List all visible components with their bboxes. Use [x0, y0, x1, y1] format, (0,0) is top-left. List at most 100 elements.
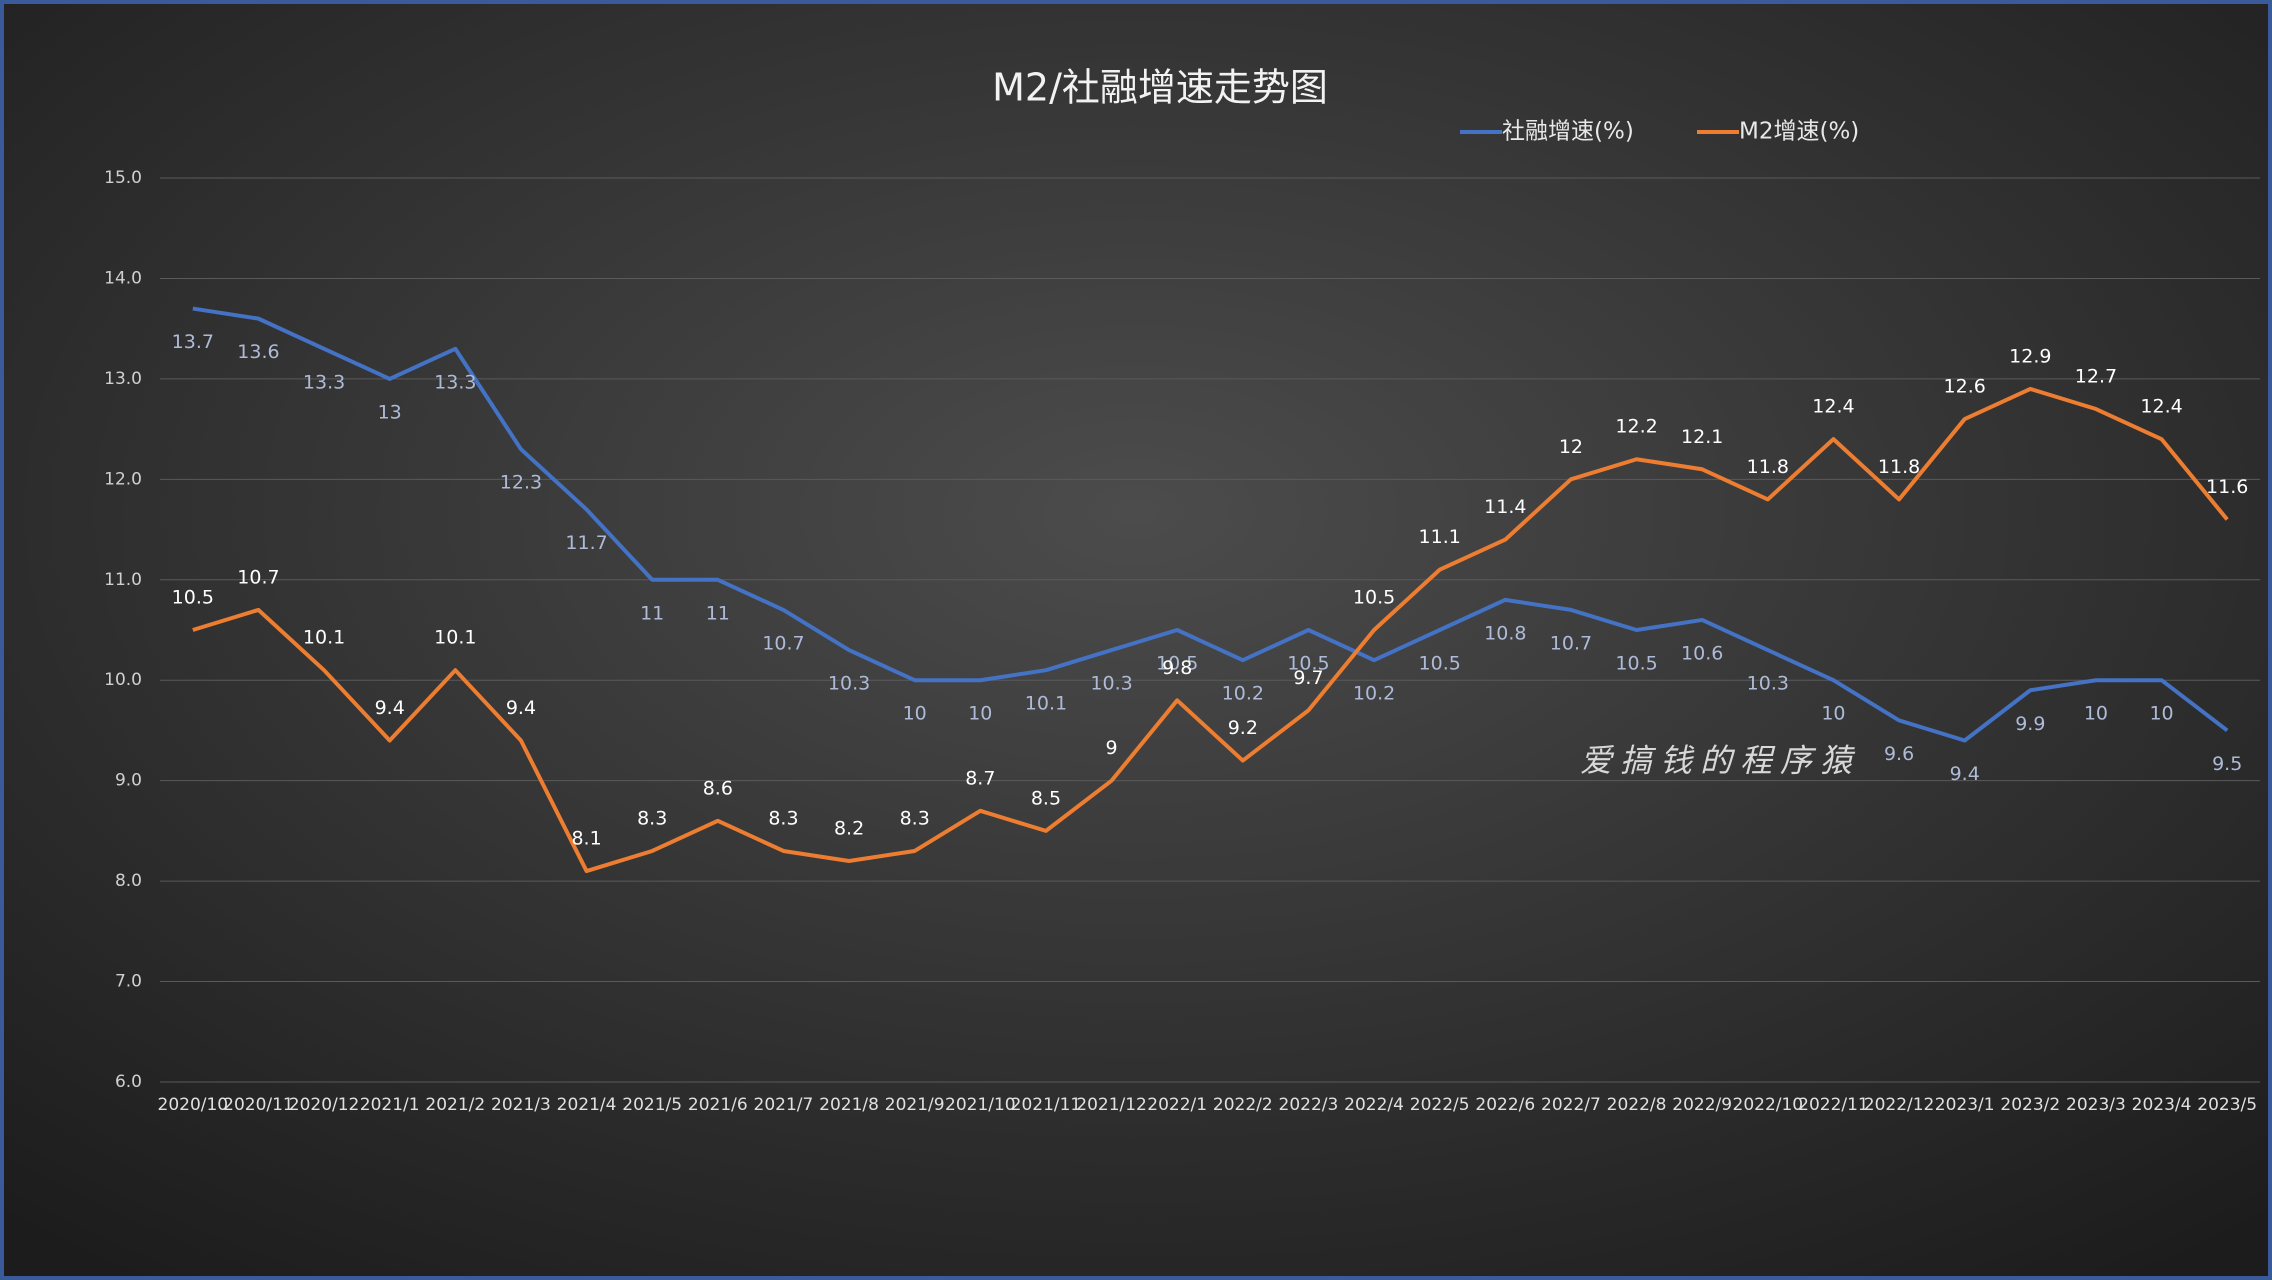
- data-label: 10.3: [1090, 673, 1132, 695]
- data-label: 13.3: [434, 371, 476, 393]
- y-tick-label: 10.0: [104, 670, 142, 690]
- data-label: 12.9: [2009, 345, 2051, 367]
- data-label: 10.5: [1287, 653, 1329, 675]
- x-tick-label: 2021/2: [425, 1095, 485, 1115]
- data-label: 11.4: [1484, 496, 1526, 518]
- data-label: 10.1: [303, 627, 345, 649]
- x-tick-label: 2020/10: [158, 1095, 229, 1115]
- x-tick-label: 2022/4: [1344, 1095, 1404, 1115]
- data-label: 10.8: [1484, 622, 1526, 644]
- data-label: 11: [706, 602, 730, 624]
- y-tick-label: 9.0: [115, 771, 142, 791]
- data-label: 8.5: [1031, 787, 1061, 809]
- data-label: 9.6: [1884, 743, 1914, 765]
- x-tick-label: 2021/7: [754, 1095, 814, 1115]
- data-label: 10: [2149, 703, 2173, 725]
- x-tick-label: 2023/3: [2066, 1095, 2126, 1115]
- x-tick-label: 2021/11: [1011, 1095, 1082, 1115]
- data-label: 12.7: [2075, 366, 2117, 388]
- data-label: 9: [1106, 737, 1118, 759]
- y-tick-label: 6.0: [115, 1072, 142, 1092]
- chart-title: M2/社融增速走势图: [992, 66, 1328, 110]
- data-label: 8.1: [571, 828, 601, 850]
- x-tick-label: 2021/5: [622, 1095, 682, 1115]
- x-tick-label: 2021/4: [557, 1095, 617, 1115]
- data-label: 8.3: [637, 807, 667, 829]
- watermark: 爱搞钱的程序猿: [1580, 742, 1860, 780]
- data-label: 10.2: [1222, 683, 1264, 705]
- data-label: 10.3: [828, 673, 870, 695]
- data-label: 12.4: [1812, 396, 1854, 418]
- x-tick-label: 2023/2: [2000, 1095, 2060, 1115]
- x-tick-label: 2022/12: [1864, 1095, 1935, 1115]
- data-label: 9.7: [1293, 667, 1323, 689]
- data-label: 13: [378, 401, 402, 423]
- x-tick-label: 2021/12: [1076, 1095, 1147, 1115]
- data-label: 10: [968, 703, 992, 725]
- x-tick-label: 2022/6: [1475, 1095, 1535, 1115]
- data-label: 10.5: [1156, 653, 1198, 675]
- data-label: 9.4: [375, 697, 405, 719]
- data-label: 12.2: [1615, 416, 1657, 438]
- data-label: 9.4: [1950, 763, 1980, 785]
- data-label: 13.3: [303, 371, 345, 393]
- data-label: 11.6: [2206, 476, 2248, 498]
- data-label: 11.1: [1419, 526, 1461, 548]
- legend-label: M2增速(%): [1739, 119, 1859, 145]
- data-label: 10.7: [762, 632, 804, 654]
- x-tick-label: 2020/12: [289, 1095, 360, 1115]
- series-line: [192, 306, 2229, 743]
- x-tick-label: 2022/9: [1672, 1095, 1732, 1115]
- data-label: 10.6: [1681, 642, 1723, 664]
- x-tick-label: 2022/5: [1410, 1095, 1470, 1115]
- data-label: 12.3: [500, 472, 542, 494]
- x-tick-label: 2021/8: [819, 1095, 879, 1115]
- x-tick-label: 2022/3: [1279, 1095, 1339, 1115]
- data-label: 9.2: [1228, 717, 1258, 739]
- data-label: 10.1: [1025, 693, 1067, 715]
- data-label: 10.5: [1419, 653, 1461, 675]
- x-tick-label: 2021/1: [360, 1095, 420, 1115]
- data-label: 10.5: [1615, 653, 1657, 675]
- x-tick-label: 2022/1: [1147, 1095, 1207, 1115]
- data-label: 11.8: [1747, 456, 1789, 478]
- y-tick-label: 13.0: [104, 369, 142, 389]
- data-label: 10.3: [1747, 673, 1789, 695]
- data-label: 10.5: [1353, 587, 1395, 609]
- x-tick-label: 2023/5: [2197, 1095, 2257, 1115]
- data-label: 10.1: [434, 627, 476, 649]
- x-tick-label: 2021/6: [688, 1095, 748, 1115]
- data-label: 10.7: [1550, 632, 1592, 654]
- data-label: 13.6: [237, 341, 279, 363]
- x-tick-label: 2022/10: [1733, 1095, 1804, 1115]
- data-label: 9.8: [1162, 657, 1192, 679]
- y-tick-label: 8.0: [115, 871, 142, 891]
- data-label: 10.7: [237, 566, 279, 588]
- x-tick-label: 2023/4: [2132, 1095, 2192, 1115]
- x-tick-label: 2020/11: [223, 1095, 294, 1115]
- data-label: 8.3: [900, 807, 930, 829]
- data-label: 8.7: [965, 767, 995, 789]
- data-label: 12.4: [2140, 396, 2182, 418]
- data-label: 9.5: [2212, 753, 2242, 775]
- x-tick-label: 2023/1: [1935, 1095, 1995, 1115]
- x-tick-label: 2022/7: [1541, 1095, 1601, 1115]
- series-line: [192, 386, 2229, 874]
- y-tick-label: 12.0: [104, 469, 142, 489]
- y-tick-label: 15.0: [104, 168, 142, 188]
- data-label: 10: [903, 703, 927, 725]
- x-tick-label: 2021/10: [945, 1095, 1016, 1115]
- data-label: 12.6: [1944, 376, 1986, 398]
- data-label: 11.8: [1878, 456, 1920, 478]
- x-tick-label: 2021/9: [885, 1095, 945, 1115]
- data-label: 8.3: [768, 807, 798, 829]
- data-label: 11.7: [565, 532, 607, 554]
- data-label: 12.1: [1681, 426, 1723, 448]
- data-label: 11: [640, 602, 664, 624]
- y-tick-label: 14.0: [104, 268, 142, 288]
- data-label: 10: [1821, 703, 1845, 725]
- x-tick-label: 2021/3: [491, 1095, 551, 1115]
